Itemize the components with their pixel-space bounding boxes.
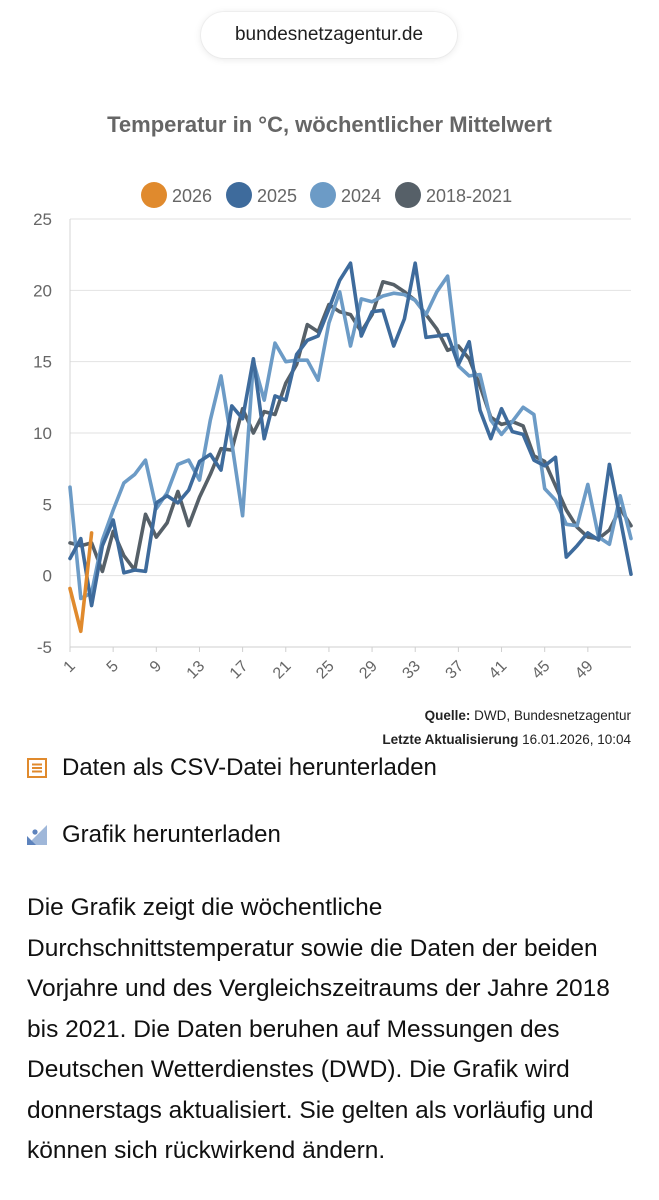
chart-grid [69,218,631,648]
url-bar[interactable]: bundesnetzagentur.de [201,12,457,58]
chart-series [68,261,633,634]
legend-marker-2025[interactable] [226,182,252,208]
x-tick-label: 41 [486,658,511,683]
x-tick-label: 45 [529,658,554,683]
updated-label: Letzte Aktualisierung [382,732,519,747]
x-tick-label: 21 [270,658,295,683]
chart-source: Quelle: DWD, Bundesnetzagentur Letzte Ak… [382,704,631,752]
y-tick-label: 20 [33,281,52,300]
csv-download-label: Daten als CSV-Datei herunterladen [62,754,437,781]
image-download-label: Grafik herunterladen [62,821,281,848]
updated-value: 16.01.2026, 10:04 [522,732,631,747]
image-icon [26,824,48,846]
x-tick-label: 25 [313,658,338,683]
chart-title: Temperatur in °C, wöchentlicher Mittelwe… [107,112,552,137]
x-tick-label: 49 [572,658,597,683]
x-tick-label: 29 [356,658,381,683]
y-tick-label: 0 [43,567,52,586]
legend-label-2025[interactable]: 2025 [257,186,297,206]
x-axis-ticks: 1 5 9 13 17 21 25 29 33 37 41 45 49 [61,647,597,682]
legend-label-2018-2021[interactable]: 2018-2021 [426,186,512,206]
y-axis-ticks: -5 0 5 10 15 20 25 [33,210,52,657]
x-tick-label: 1 [61,658,79,676]
chart-description: Die Grafik zeigt die wöchentliche Durchs… [27,894,610,1164]
x-tick-label: 17 [227,658,252,683]
legend-marker-2026[interactable] [141,182,167,208]
chart-legend: 2026 2025 2024 2018-2021 [141,182,512,208]
y-tick-label: -5 [37,638,52,657]
source-label: Quelle: [424,708,471,723]
document-list-icon [26,757,48,779]
y-tick-label: 25 [33,210,52,229]
series-line-2025[interactable] [68,261,633,608]
x-tick-label: 5 [104,658,122,676]
series-line-2024[interactable] [68,274,633,601]
legend-label-2026[interactable]: 2026 [172,186,212,206]
csv-download-link[interactable]: Daten als CSV-Datei herunterladen [26,754,437,782]
x-tick-label: 13 [184,658,209,683]
y-tick-label: 15 [33,353,52,372]
legend-marker-2018-2021[interactable] [395,182,421,208]
legend-marker-2024[interactable] [310,182,336,208]
image-download-link[interactable]: Grafik herunterladen [26,821,281,849]
url-text: bundesnetzagentur.de [234,24,424,45]
legend-label-2024[interactable]: 2024 [341,186,381,206]
series-line-2026[interactable] [68,531,94,634]
y-tick-label: 10 [33,424,52,443]
source-value: DWD, Bundesnetzagentur [474,708,631,723]
x-tick-label: 33 [399,658,424,683]
x-tick-label: 37 [443,658,468,683]
y-tick-label: 5 [43,495,52,514]
x-tick-label: 9 [147,658,165,676]
series-line-2018-2021[interactable] [68,279,633,574]
